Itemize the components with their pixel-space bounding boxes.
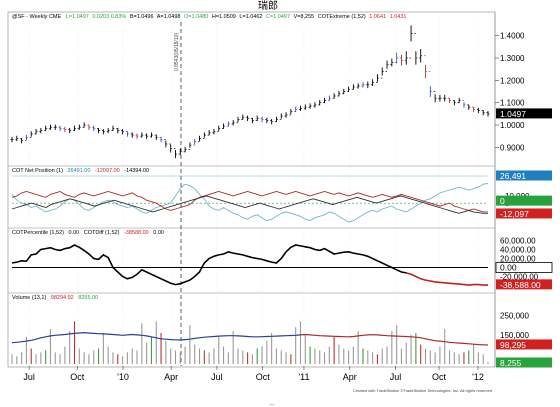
cot-tag-bg [496, 170, 552, 181]
x-tick-label: Apr [343, 372, 357, 382]
price-tick-label: 1.1000 [500, 99, 525, 108]
x-tick-label: Apr [164, 372, 178, 382]
cot-tag: -12,097 [500, 209, 529, 219]
high-label: H=1.0509 [212, 14, 236, 20]
volume-header: Volume (13,1) 98294.92 8255.00 [12, 295, 98, 301]
grid [28, 20, 479, 366]
last-label: L=1.0497 [66, 14, 89, 20]
change-label: 0.0203 0.83% [92, 14, 126, 20]
volume-ma-line [11, 331, 301, 344]
x-tick-label: Jul [390, 372, 402, 382]
x-tick-label: Oct [70, 372, 85, 382]
footer-text: ... [269, 401, 274, 407]
percentile-tag: -38,588.00 [500, 280, 541, 290]
ask-label: A=1.0498 [157, 14, 181, 20]
price-bars [10, 25, 490, 159]
volume-bars [11, 321, 489, 364]
price-tick-label: 1.3000 [500, 54, 525, 63]
cot-tag: 0 [500, 196, 505, 206]
volume-tick-label: 150,000 [500, 331, 529, 340]
percentile-tick-label: 40,000.00 [500, 246, 536, 255]
credit-text: Created with TradeStation ©TradeStation … [353, 388, 492, 393]
price-tick-label: 1.2000 [500, 76, 525, 85]
cot-tag-bg [496, 208, 552, 219]
cot-series-line-1 [11, 191, 488, 213]
volume-tag-bg [496, 339, 552, 350]
x-tick-label: Jul [211, 372, 223, 382]
close-label: C=1.0497 [266, 14, 290, 20]
svg-text:COT Net Position (1) 264: COT Net Position (1) 26491.00 -12097.00 … [12, 168, 149, 174]
price-tick-label: 1.0000 [500, 121, 525, 130]
price-last-tag-bg [496, 108, 552, 119]
svg-text:COTPercentile (1,52) 0.0: COTPercentile (1,52) 0.00 COTDiff (1,52)… [12, 230, 164, 236]
percentile-line [11, 244, 407, 286]
percentile-line-red [406, 272, 488, 286]
value-tags: 1.0497 26,491 0 -12,097 0.00 -38,588.00 98,295… [495, 108, 553, 368]
cot-percentile-header: COTPercentile (1,52) 0.00 COTDiff (1,52)… [12, 230, 164, 236]
cot-net-header: COT Net Position (1) 26491.00 -12097.00 … [12, 168, 149, 174]
x-axis: Jul Oct '10 Apr Jul Oct '11 Apr Jul Oct '12 [23, 366, 484, 382]
cot-tag: 26,491 [500, 171, 526, 181]
low-label: L=1.0462 [239, 14, 262, 20]
volume-tag-bg [496, 357, 552, 368]
study-value-2: 1.0431 [390, 14, 407, 20]
cot-series-line-2 [11, 195, 488, 214]
percentile-tick-label: 60,000.00 [500, 237, 536, 246]
x-tick-label: '11 [298, 372, 309, 382]
study-label: COTExtreme (1,52) [318, 14, 366, 20]
low-annotation: 0.8543(05/18/10) [174, 33, 180, 71]
price-tick-label: 1.4000 [500, 32, 525, 41]
percentile-zero-tag: 0.00 [500, 263, 517, 273]
bid-label: B=1.0496 [130, 14, 154, 20]
x-tick-label: '12 [472, 372, 484, 382]
cot-percentile-line [11, 244, 488, 286]
price-last-tag: 1.0497 [500, 109, 526, 119]
percentile-tag-bg [496, 279, 552, 290]
cot-net-lines [11, 175, 489, 223]
x-tick-label: Jul [23, 372, 35, 382]
volume-value-label: V=8,255 [294, 14, 315, 20]
symbol-label: @SF - Weekly CME [12, 14, 62, 20]
volume-tag: 98,295 [500, 340, 526, 350]
study-value-1: 1.0641 [369, 14, 386, 20]
x-tick-label: Oct [256, 372, 271, 382]
x-tick-label: Oct [432, 372, 447, 382]
percentile-tick-label: 20,000.00 [500, 255, 536, 264]
svg-text:@SF - Weekly CME L=1.049: @SF - Weekly CME L=1.0497 0.0203 0.83% B… [12, 14, 406, 20]
cot-series-line-0 [11, 183, 489, 223]
volume-tag: 8,255 [500, 358, 522, 368]
page-title: 瑞郎 [258, 0, 278, 12]
svg-text:Volume (13,1) 98294.92: Volume (13,1) 98294.92 8255.00 [12, 295, 98, 301]
percentile-zero-tag-bg [495, 262, 553, 273]
open-label: O=1.0480 [184, 14, 208, 20]
price-tick-label: 0.9000 [500, 143, 525, 152]
volume-ma-line-red [300, 333, 489, 346]
x-tick-label: '10 [117, 372, 129, 382]
percentile-tick-label: -20,000.00 [500, 273, 539, 282]
price-header: @SF - Weekly CME L=1.0497 0.0203 0.83% B… [12, 14, 406, 20]
cot-tag-bg [496, 195, 552, 206]
volume-tick-label: 250,000 [500, 312, 529, 321]
